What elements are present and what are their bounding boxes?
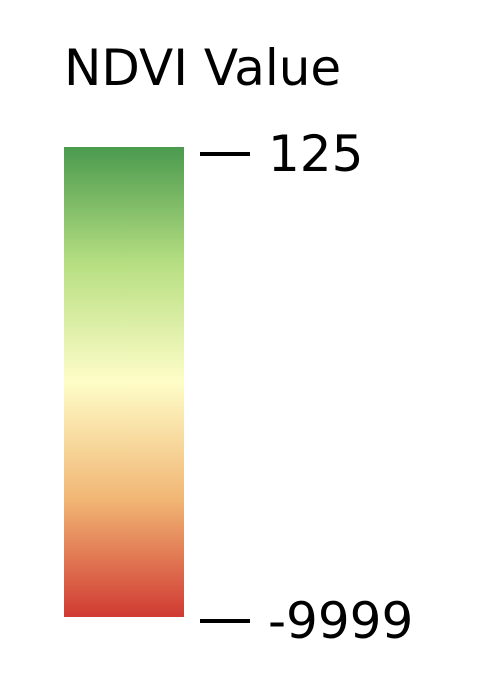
min-value-label: -9999 [268, 592, 414, 650]
legend-title: NDVI Value [64, 39, 342, 97]
tick-max [200, 152, 250, 156]
tick-min [200, 619, 250, 623]
max-value-label: 125 [268, 125, 364, 183]
color-ramp [64, 147, 184, 617]
